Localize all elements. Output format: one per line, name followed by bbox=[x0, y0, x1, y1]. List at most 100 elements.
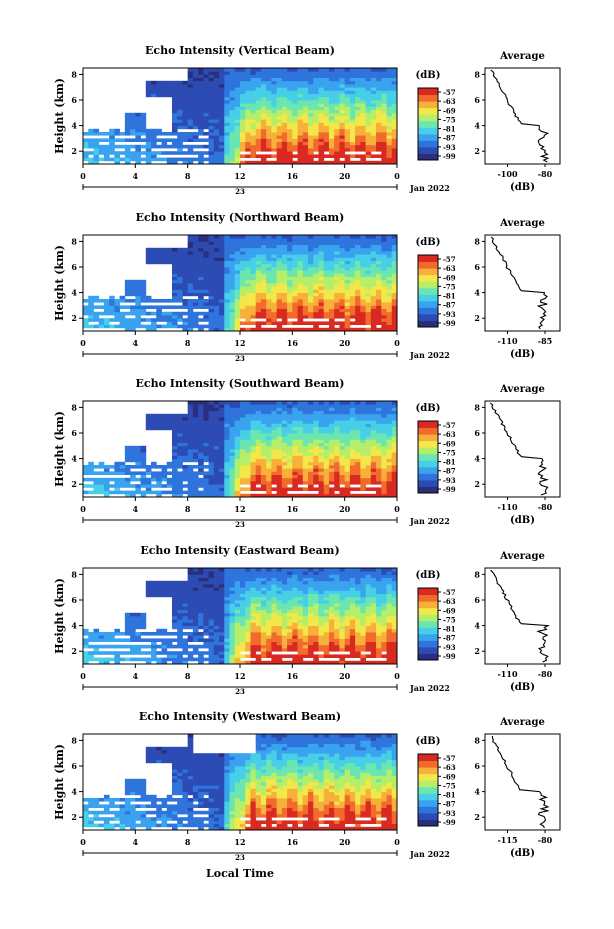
heatmap-cell bbox=[219, 632, 225, 636]
heatmap-cell bbox=[271, 160, 278, 165]
heatmap-cell bbox=[229, 600, 236, 604]
heatmap-cell bbox=[271, 100, 278, 104]
heatmap-cell bbox=[245, 423, 251, 427]
heatmap-cell bbox=[177, 657, 183, 662]
heatmap-cell bbox=[192, 305, 199, 309]
heatmap-cell bbox=[250, 426, 257, 431]
heatmap-cell bbox=[323, 420, 330, 424]
heatmap-cell bbox=[213, 635, 220, 639]
heatmap-cell bbox=[271, 77, 278, 82]
heatmap-cell bbox=[287, 461, 293, 466]
heatmap-cell bbox=[192, 96, 199, 101]
heatmap-cell bbox=[328, 154, 335, 158]
heatmap-cell bbox=[119, 318, 126, 322]
heatmap-cell bbox=[292, 263, 298, 268]
heatmap-cell bbox=[250, 471, 257, 475]
heatmap-cell bbox=[83, 657, 89, 662]
heatmap-cell bbox=[360, 455, 366, 459]
heatmap-cell bbox=[198, 458, 204, 463]
heatmap-cell bbox=[297, 311, 304, 316]
heatmap-cell bbox=[386, 244, 393, 249]
heatmap-cell bbox=[208, 244, 215, 249]
heatmap-cell bbox=[281, 442, 288, 447]
heatmap-cell bbox=[224, 302, 230, 306]
heatmap-cell bbox=[360, 279, 366, 284]
heatmap-cell bbox=[281, 247, 288, 252]
heatmap-cell bbox=[198, 420, 204, 424]
heatmap-cell bbox=[151, 417, 157, 421]
heatmap-cell bbox=[313, 125, 319, 130]
heatmap-cell bbox=[339, 96, 346, 101]
heatmap-cell bbox=[355, 471, 361, 475]
heatmap-cell bbox=[219, 461, 225, 466]
heatmap-cell bbox=[349, 302, 356, 306]
heatmap-cell bbox=[245, 622, 251, 626]
heatmap-cell bbox=[208, 119, 215, 123]
heatmap-cell bbox=[281, 452, 288, 456]
heatmap-cell bbox=[234, 96, 241, 101]
heatmap-cell bbox=[297, 103, 304, 107]
heatmap-cell bbox=[208, 279, 215, 284]
heatmap-cell bbox=[349, 270, 356, 274]
heatmap-cell bbox=[365, 442, 372, 447]
heatmap-cell bbox=[213, 465, 220, 469]
heatmap-cell bbox=[234, 628, 241, 633]
heatmap-cell bbox=[109, 471, 115, 475]
heatmap-cell bbox=[224, 90, 230, 94]
heatmap-cell bbox=[130, 632, 136, 636]
heatmap-cell bbox=[213, 254, 220, 258]
heatmap-cell bbox=[213, 593, 220, 598]
heatmap-cell bbox=[381, 449, 387, 453]
heatmap-cell bbox=[245, 74, 251, 78]
heatmap-cell bbox=[182, 289, 189, 293]
heatmap-cell bbox=[219, 484, 225, 488]
heatmap-cell bbox=[297, 458, 304, 463]
heatmap-cell bbox=[151, 254, 157, 258]
heatmap-cell bbox=[219, 471, 225, 475]
heatmap-cell bbox=[344, 436, 351, 440]
heatmap-cell bbox=[240, 305, 246, 309]
heatmap-cell bbox=[281, 267, 288, 271]
heatmap-cell bbox=[93, 138, 100, 142]
heatmap-cell bbox=[245, 260, 251, 265]
heatmap-cell bbox=[245, 276, 251, 281]
heatmap-cell bbox=[260, 401, 267, 405]
heatmap-cell bbox=[328, 305, 335, 309]
heatmap-cell bbox=[287, 151, 293, 155]
heatmap-cell bbox=[140, 477, 147, 482]
heatmap-cell bbox=[224, 103, 230, 107]
heatmap-cell bbox=[245, 238, 251, 242]
heatmap-cell bbox=[245, 612, 251, 617]
heatmap-cell bbox=[323, 112, 330, 117]
average-y-tick-label: 2 bbox=[474, 313, 480, 323]
heatmap-cell bbox=[192, 619, 199, 623]
heatmap-cell bbox=[213, 442, 220, 447]
heatmap-cell bbox=[213, 80, 220, 85]
heatmap-cell bbox=[323, 90, 330, 94]
heatmap-cell bbox=[323, 426, 330, 431]
heatmap-cell bbox=[240, 458, 246, 463]
heatmap-cell bbox=[334, 452, 340, 456]
heatmap-cell bbox=[355, 452, 361, 456]
heatmap-cell bbox=[219, 493, 225, 498]
heatmap-cell bbox=[213, 625, 220, 630]
heatmap-cell bbox=[219, 96, 225, 101]
heatmap-cell bbox=[198, 160, 204, 165]
heatmap-cell bbox=[339, 426, 346, 431]
heatmap-cell bbox=[376, 247, 382, 252]
heatmap-cell bbox=[355, 311, 361, 316]
heatmap-cell bbox=[334, 295, 340, 300]
heatmap-cell bbox=[365, 420, 372, 424]
heatmap-cell bbox=[328, 132, 335, 136]
heatmap-cell bbox=[334, 436, 340, 440]
heatmap-cell bbox=[224, 144, 230, 149]
heatmap-cell bbox=[344, 241, 351, 245]
heatmap-cell bbox=[93, 144, 100, 149]
heatmap-cell bbox=[219, 119, 225, 123]
heatmap-cell bbox=[386, 257, 393, 261]
heatmap-cell bbox=[250, 263, 257, 268]
heatmap-cell bbox=[182, 103, 189, 107]
heatmap-cell bbox=[198, 417, 204, 421]
heatmap-cell bbox=[124, 122, 131, 126]
